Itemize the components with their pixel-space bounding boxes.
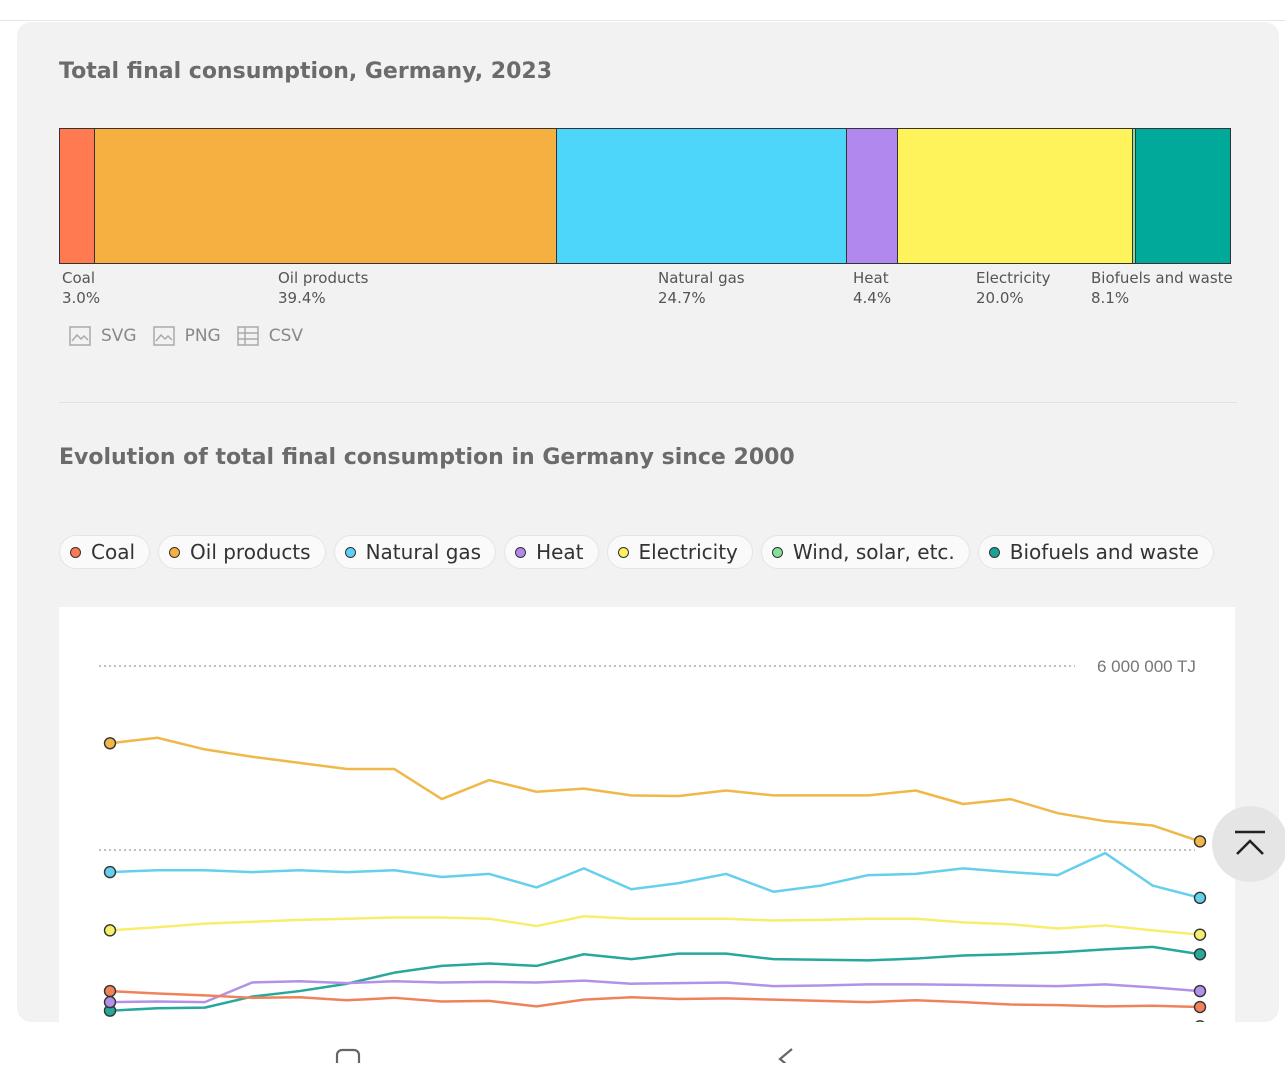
series-end-point-coal[interactable] — [1193, 1000, 1207, 1014]
segment-label-value: 4.4% — [853, 289, 892, 307]
series-end-point-oil-products[interactable] — [1193, 835, 1207, 848]
arrow-up-icon — [1235, 830, 1265, 855]
legend-dot-icon — [771, 546, 783, 558]
series-start-point-heat[interactable] — [103, 995, 117, 1009]
segment-label-natural-gas: Natural gas 24.7% — [658, 268, 745, 308]
series-end-point-electricity[interactable] — [1193, 928, 1207, 941]
bar-segment-electricity[interactable] — [897, 128, 1133, 264]
series-line-natural-gas[interactable] — [109, 851, 1201, 900]
segment-label-name: Coal — [62, 269, 96, 287]
bar-segment-coal[interactable] — [59, 128, 96, 264]
legend-item-coal[interactable]: Coal — [59, 535, 151, 569]
line-chart: 6 000 000 TJ — [59, 607, 1235, 1022]
series-end-point-natural-gas[interactable] — [1193, 891, 1207, 905]
legend-label: Natural gas — [365, 540, 482, 564]
stacked-bar-labels: Coal 3.0% Oil products 39.4% Natural gas 24.7… — [59, 268, 1239, 312]
line-chart-svg: 6 000 000 TJ — [99, 657, 1207, 1022]
legend-label: Biofuels and waste — [1009, 540, 1199, 564]
download-png-button[interactable]: PNG — [152, 326, 221, 346]
segment-label-name: Natural gas — [658, 269, 745, 287]
segment-label-electricity: Electricity 20.0% — [976, 268, 1051, 308]
back-icon[interactable] — [778, 1048, 793, 1067]
segment-label-heat: Heat 4.4% — [853, 268, 891, 308]
legend-item-biofuels-and-waste[interactable]: Biofuels and waste — [977, 535, 1214, 569]
legend-dot-icon — [344, 546, 356, 558]
legend-label: Wind, solar, etc. — [792, 540, 955, 564]
top-divider — [0, 20, 1285, 21]
image-icon — [69, 326, 91, 346]
series-end-point-heat[interactable] — [1193, 984, 1207, 998]
segment-label-biofuels-and-waste: Biofuels and waste 8.1% — [1091, 268, 1233, 308]
recent-apps-icon[interactable] — [335, 1048, 361, 1067]
bar-segment-biofuels-and-waste[interactable] — [1135, 128, 1231, 264]
segment-label-value: 20.0% — [976, 289, 1024, 307]
segment-label-name: Oil products — [278, 269, 369, 287]
download-svg-button[interactable]: SVG — [69, 326, 137, 346]
legend-dot-icon — [70, 546, 81, 558]
segment-label-name: Biofuels and waste — [1091, 269, 1233, 287]
section-title: Evolution of total final consumption in … — [59, 445, 795, 470]
legend-item-natural-gas[interactable]: Natural gas — [333, 535, 497, 569]
nav-icons — [335, 1048, 793, 1067]
series-line-coal[interactable] — [109, 989, 1201, 1009]
section-divider — [59, 402, 1237, 403]
series-start-point-coal[interactable] — [103, 984, 117, 998]
legend-item-heat[interactable]: Heat — [504, 535, 599, 569]
gridline-label: 6 000 000 TJ — [1097, 657, 1196, 676]
bar-segment-oil-products[interactable] — [94, 128, 557, 264]
segment-label-value: 39.4% — [278, 289, 326, 307]
series-line-heat[interactable] — [109, 979, 1201, 1004]
bar-segment-natural-gas[interactable] — [556, 128, 847, 264]
legend-item-wind-solar-etc[interactable]: Wind, solar, etc. — [760, 535, 970, 569]
download-png-label: PNG — [184, 326, 221, 346]
legend-item-electricity[interactable]: Electricity — [606, 535, 753, 569]
series-line-oil-products[interactable] — [109, 736, 1201, 843]
series-start-point-electricity[interactable] — [103, 924, 117, 937]
segment-label-coal: Coal 3.0% — [62, 268, 100, 308]
download-bar: SVG PNG CSV — [69, 326, 303, 346]
download-csv-label: CSV — [268, 326, 304, 346]
series-end-point-wind-solar-etc[interactable] — [1195, 1020, 1206, 1022]
download-csv-button[interactable]: CSV — [237, 326, 303, 346]
segment-label-value: 3.0% — [62, 289, 101, 307]
series-start-point-oil-products[interactable] — [103, 737, 117, 750]
segment-label-name: Heat — [853, 269, 889, 287]
chart-legend: Coal Oil products Natural gas Heat Electrici… — [59, 535, 1214, 569]
series-start-point-natural-gas[interactable] — [103, 865, 117, 879]
legend-label: Coal — [91, 540, 136, 564]
segment-label-name: Electricity — [976, 269, 1051, 287]
image-icon — [152, 326, 175, 346]
segment-label-oil-products: Oil products 39.4% — [278, 268, 368, 308]
stacked-bar-chart — [59, 128, 1231, 264]
legend-dot-icon — [988, 546, 1000, 558]
series-end-point-biofuels-and-waste[interactable] — [1193, 948, 1207, 961]
legend-dot-icon — [617, 546, 629, 558]
page-title: Total final consumption, Germany, 2023 — [59, 59, 553, 84]
download-svg-label: SVG — [101, 326, 137, 346]
bar-segment-heat[interactable] — [845, 128, 899, 264]
energy-card: Total final consumption, Germany, 2023 C… — [17, 22, 1279, 1022]
table-icon — [237, 326, 259, 346]
legend-label: Oil products — [190, 540, 311, 564]
scroll-to-top-button[interactable] — [1212, 806, 1285, 882]
legend-dot-icon — [515, 546, 527, 558]
legend-dot-icon — [169, 546, 181, 558]
segment-label-value: 24.7% — [658, 289, 706, 307]
legend-label: Electricity — [638, 540, 738, 564]
legend-label: Heat — [536, 540, 584, 564]
legend-item-oil-products[interactable]: Oil products — [158, 535, 326, 569]
series-line-biofuels-and-waste[interactable] — [109, 945, 1201, 1012]
segment-label-value: 8.1% — [1091, 289, 1130, 307]
series-line-electricity[interactable] — [109, 914, 1201, 936]
system-nav-bar — [0, 1022, 1285, 1067]
